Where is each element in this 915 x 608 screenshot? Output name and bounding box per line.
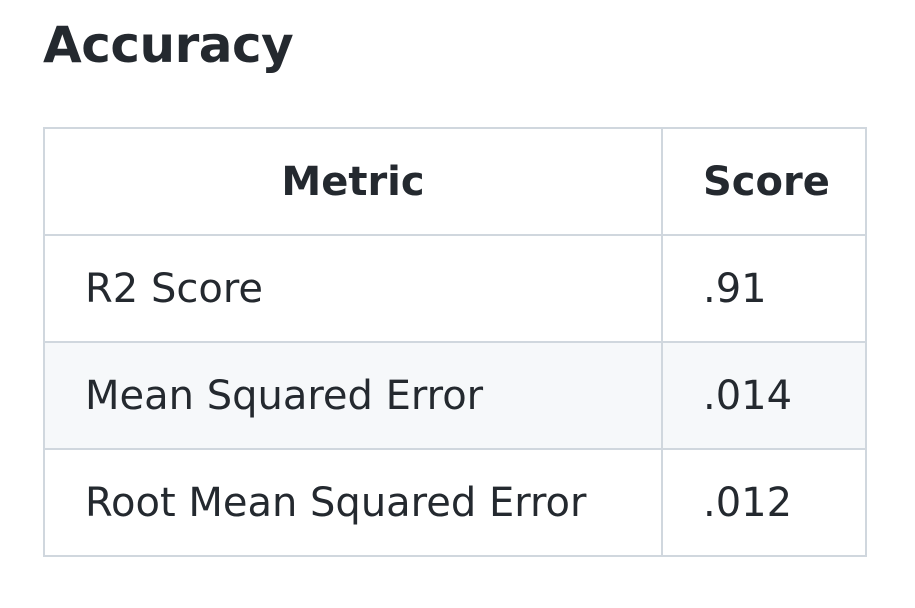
metric-cell: Mean Squared Error [43, 341, 663, 450]
table-row: R2 Score .91 [43, 234, 867, 343]
score-cell: .91 [661, 234, 867, 343]
table-header-row: Metric Score [43, 127, 867, 236]
metrics-table: Metric Score R2 Score .91 Mean Squared E… [43, 127, 867, 557]
table-row: Root Mean Squared Error .012 [43, 448, 867, 557]
table-row: Mean Squared Error .014 [43, 341, 867, 450]
score-cell: .014 [661, 341, 867, 450]
score-cell: .012 [661, 448, 867, 557]
column-header-score: Score [661, 127, 867, 236]
metric-cell: R2 Score [43, 234, 663, 343]
column-header-metric: Metric [43, 127, 663, 236]
metric-cell: Root Mean Squared Error [43, 448, 663, 557]
section-heading: Accuracy [43, 16, 294, 74]
